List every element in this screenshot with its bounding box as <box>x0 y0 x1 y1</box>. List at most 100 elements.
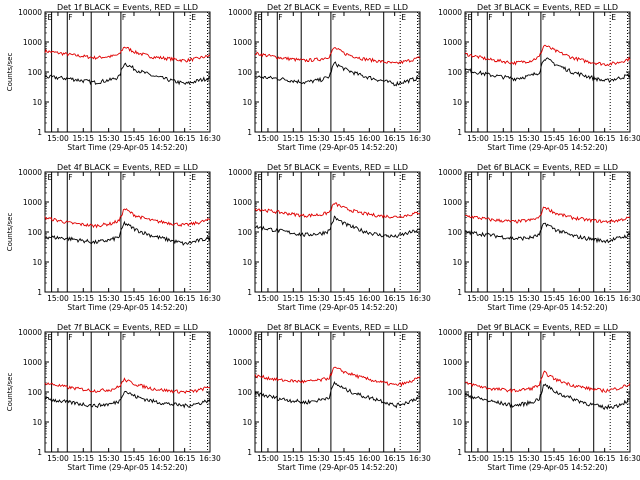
y-tick-label: 100 <box>448 68 463 77</box>
series-black-events <box>254 380 421 409</box>
x-tick-label: 16:30 <box>619 294 640 303</box>
x-tick-label: 15:45 <box>123 294 145 303</box>
y-axis-label: Counts/sec <box>6 53 14 92</box>
x-tick-label: 15:00 <box>257 134 279 143</box>
x-axis-label: Start Time (29-Apr-05 14:52:20) <box>67 303 187 312</box>
series-black-events <box>464 57 631 83</box>
y-tick-label: 1000 <box>443 358 462 367</box>
series-black-events <box>254 61 421 87</box>
plot-frame <box>464 171 631 293</box>
panel-title: Det 7f BLACK = Events, RED = LLD <box>57 323 198 332</box>
panel-title: Det 9f BLACK = Events, RED = LLD <box>477 323 618 332</box>
marker-label: E <box>401 13 406 22</box>
y-tick-label: 10000 <box>18 168 42 177</box>
x-tick-label: 15:45 <box>333 454 355 463</box>
panel-title: Det 3f BLACK = Events, RED = LLD <box>477 3 618 12</box>
x-tick-label: 15:30 <box>308 134 330 143</box>
series-black-events <box>254 215 421 238</box>
y-tick-label: 10 <box>32 98 42 107</box>
marker-label: F <box>278 333 282 342</box>
series-red-lld <box>464 206 631 224</box>
x-tick-label: 16:00 <box>569 134 591 143</box>
x-tick-label: 16:30 <box>619 134 640 143</box>
x-tick-label: 15:30 <box>308 454 330 463</box>
marker-label: F <box>488 173 492 182</box>
x-tick-label: 15:30 <box>98 454 120 463</box>
marker-label: F <box>332 333 336 342</box>
panel-title: Det 1f BLACK = Events, RED = LLD <box>57 3 198 12</box>
plot-frame <box>44 331 211 453</box>
marker-label: F <box>488 333 492 342</box>
marker-label: F <box>68 173 72 182</box>
series-red-lld <box>44 377 211 394</box>
marker-label: E <box>611 13 616 22</box>
x-tick-label: 15:30 <box>98 294 120 303</box>
y-tick-label: 10000 <box>438 8 462 17</box>
x-tick-label: 15:15 <box>72 454 94 463</box>
x-tick-label: 15:45 <box>123 134 145 143</box>
series-black-events <box>44 62 211 86</box>
y-tick-label: 100 <box>28 68 43 77</box>
marker-label: E <box>47 13 52 22</box>
y-tick-label: 1 <box>247 448 252 457</box>
x-tick-label: 15:15 <box>492 454 514 463</box>
x-axis-label: Start Time (29-Apr-05 14:52:20) <box>67 463 187 472</box>
marker-label: F <box>488 13 492 22</box>
series-red-lld <box>254 202 421 219</box>
marker-label: F <box>332 173 336 182</box>
y-tick-label: 100 <box>28 228 43 237</box>
plot-frame <box>464 11 631 133</box>
y-tick-label: 1 <box>247 288 252 297</box>
marker-label: F <box>542 173 546 182</box>
y-tick-label: 10000 <box>228 328 252 337</box>
x-axis-label: Start Time (29-Apr-05 14:52:20) <box>67 143 187 152</box>
marker-label: E <box>401 173 406 182</box>
plot-frame <box>254 11 421 133</box>
x-tick-label: 16:30 <box>409 454 431 463</box>
panel-title: Det 6f BLACK = Events, RED = LLD <box>477 163 618 172</box>
x-tick-label: 15:15 <box>282 134 304 143</box>
marker-label: E <box>191 173 196 182</box>
marker-label: F <box>68 13 72 22</box>
x-tick-label: 15:45 <box>333 134 355 143</box>
y-tick-label: 1000 <box>233 358 252 367</box>
y-tick-label: 100 <box>448 388 463 397</box>
x-tick-label: 16:30 <box>199 454 221 463</box>
marker-label: E <box>467 333 472 342</box>
plot-frame <box>254 331 421 453</box>
panel-title: Det 2f BLACK = Events, RED = LLD <box>267 3 408 12</box>
series-black-events <box>44 220 211 246</box>
x-tick-label: 16:00 <box>569 454 591 463</box>
marker-label: E <box>257 333 262 342</box>
y-tick-label: 1 <box>37 448 42 457</box>
x-tick-label: 16:00 <box>149 294 171 303</box>
y-tick-label: 10 <box>452 258 462 267</box>
y-tick-label: 10 <box>242 98 252 107</box>
panel-det-7: Det 7f BLACK = Events, RED = LLD 1 10 100 10… <box>6 323 221 472</box>
marker-label: F <box>278 173 282 182</box>
y-tick-label: 1000 <box>23 358 42 367</box>
x-tick-label: 15:30 <box>308 294 330 303</box>
y-tick-label: 1000 <box>23 38 42 47</box>
x-axis-label: Start Time (29-Apr-05 14:52:20) <box>487 463 607 472</box>
y-tick-label: 1 <box>37 128 42 137</box>
x-tick-label: 16:00 <box>359 134 381 143</box>
series-red-lld <box>254 366 421 388</box>
marker-label: F <box>542 13 546 22</box>
marker-label: E <box>611 333 616 342</box>
x-tick-label: 16:15 <box>594 134 616 143</box>
marker-label: E <box>257 13 262 22</box>
x-tick-label: 15:15 <box>72 134 94 143</box>
series-red-lld <box>44 46 211 63</box>
x-tick-label: 16:15 <box>384 454 406 463</box>
marker-label: E <box>611 173 616 182</box>
x-tick-label: 15:45 <box>543 454 565 463</box>
x-tick-label: 16:30 <box>199 294 221 303</box>
x-tick-label: 16:15 <box>594 294 616 303</box>
x-tick-label: 15:00 <box>257 454 279 463</box>
x-tick-label: 15:00 <box>257 294 279 303</box>
panel-det-8: Det 8f BLACK = Events, RED = LLD 1 10 100 10… <box>228 323 431 472</box>
marker-label: F <box>122 333 126 342</box>
x-axis-label: Start Time (29-Apr-05 14:52:20) <box>277 463 397 472</box>
x-tick-label: 16:00 <box>359 454 381 463</box>
